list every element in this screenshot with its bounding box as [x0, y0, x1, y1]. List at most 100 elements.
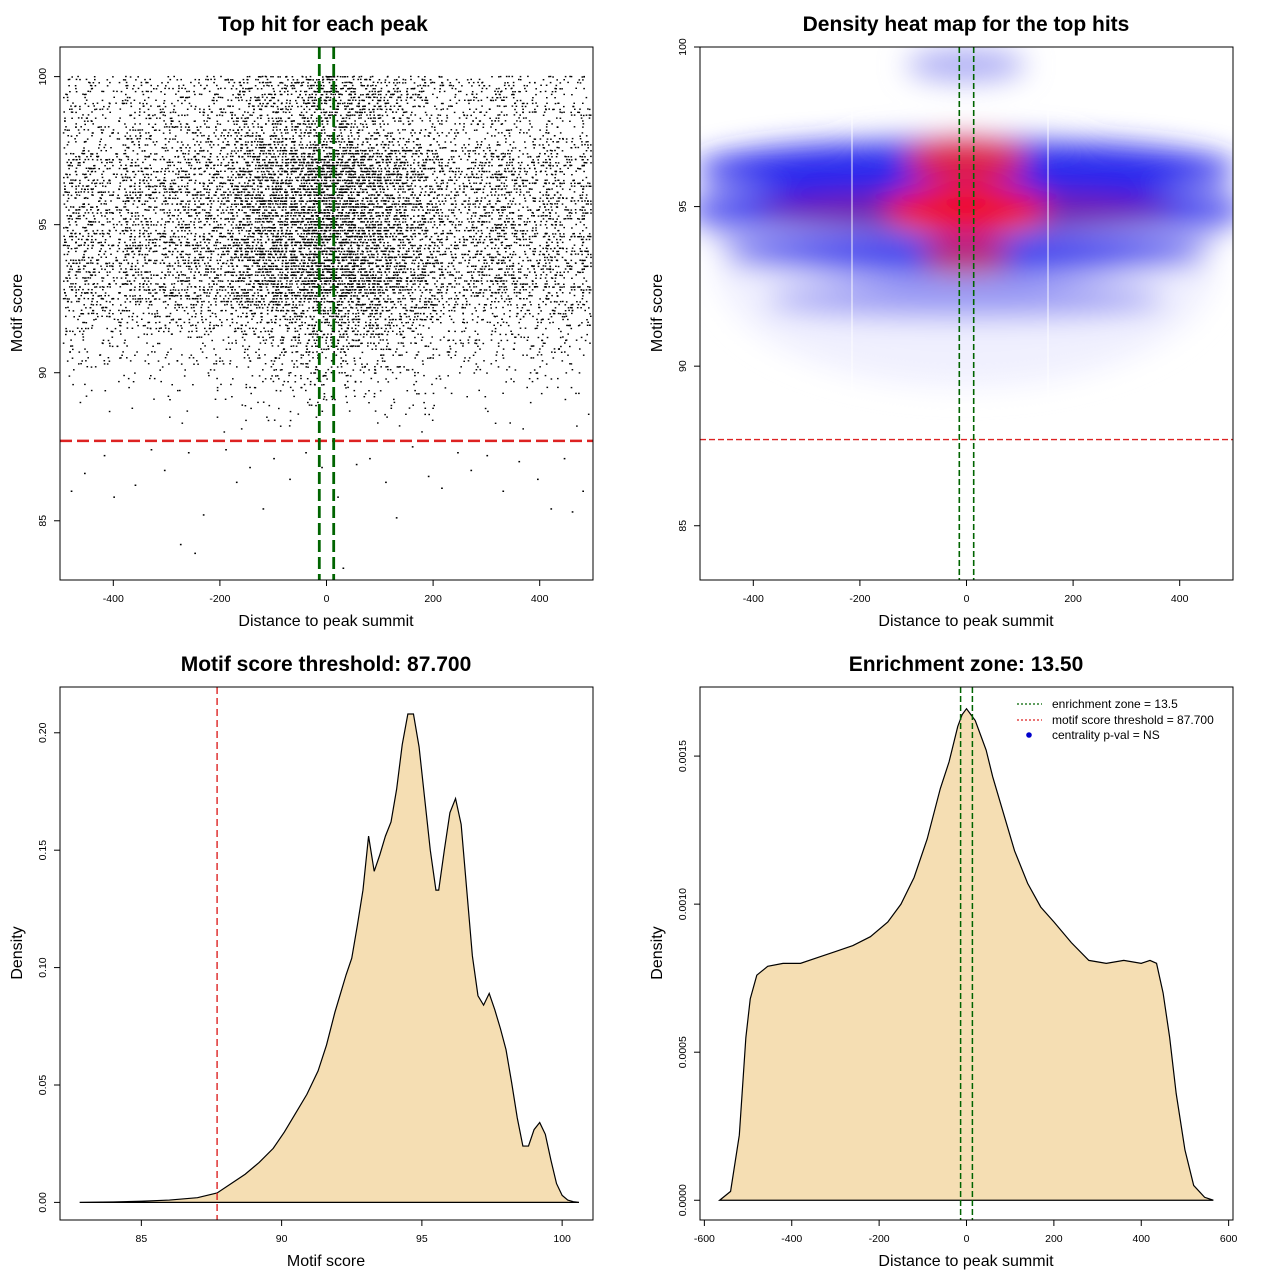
scatter-point	[389, 324, 391, 327]
scatter-point	[225, 271, 228, 273]
scatter-point	[367, 277, 370, 279]
scatter-point	[294, 315, 296, 318]
scatter-point	[321, 351, 324, 354]
scatter-point	[306, 363, 309, 365]
scatter-point	[336, 291, 339, 294]
scatter-point	[273, 419, 276, 421]
scatter-point	[113, 318, 116, 320]
scatter-point	[342, 336, 345, 338]
scatter-point	[411, 292, 414, 294]
scatter-point	[76, 247, 78, 249]
scatter-point	[129, 289, 131, 291]
scatter-point	[180, 363, 183, 365]
scatter-point	[412, 310, 414, 312]
scatter-point	[260, 253, 263, 256]
scatter-point	[293, 336, 295, 338]
scatter-point	[212, 250, 215, 253]
scatter-point	[474, 330, 477, 332]
scatter-point	[167, 330, 170, 333]
scatter-point	[208, 286, 211, 288]
scatter-point	[291, 307, 294, 309]
scatter-point	[227, 297, 230, 300]
scatter-point	[507, 295, 510, 297]
scatter-point	[386, 280, 389, 282]
scatter-point	[521, 307, 524, 309]
scatter-point	[240, 300, 243, 303]
scatter-point	[361, 253, 364, 255]
scatter-point	[299, 298, 302, 300]
scatter-point	[146, 262, 148, 265]
scatter-point	[480, 277, 483, 279]
scatter-point	[590, 265, 592, 268]
scatter-point	[228, 342, 230, 344]
scatter-point	[414, 283, 416, 285]
scatter-point	[429, 271, 432, 273]
scatter-point	[70, 248, 73, 250]
scatter-point	[426, 256, 429, 258]
scatter-point	[368, 262, 371, 265]
scatter-point	[421, 271, 424, 274]
scatter-point	[581, 322, 583, 324]
scatter-point	[417, 286, 420, 288]
scatter-point	[225, 309, 227, 312]
scatter-point	[377, 271, 379, 273]
scatter-point	[300, 312, 302, 315]
scatter-point	[359, 304, 362, 306]
scatter-point	[246, 348, 249, 351]
scatter-point	[360, 265, 362, 267]
scatter-point	[587, 253, 589, 256]
scatter-point	[394, 259, 397, 261]
scatter-point	[327, 280, 329, 282]
scatter-point	[120, 262, 123, 265]
scatter-point	[135, 301, 137, 303]
scatter-point	[181, 280, 183, 282]
scatter-point	[355, 307, 358, 309]
scatter-point	[108, 410, 111, 413]
scatter-point	[524, 283, 527, 285]
scatter-point	[85, 360, 87, 362]
scatter-point	[196, 298, 199, 300]
scatter-point	[288, 286, 290, 288]
scatter-point	[79, 268, 81, 270]
scatter-point	[104, 292, 107, 294]
scatter-point	[272, 280, 274, 282]
scatter-point	[333, 351, 335, 353]
scatter-point	[307, 342, 309, 344]
scatter-point	[277, 345, 280, 347]
scatter-point	[100, 256, 103, 258]
scatter-point	[454, 304, 456, 306]
scatter-point	[529, 248, 531, 250]
scatter-point	[304, 262, 306, 264]
scatter-point	[385, 306, 387, 309]
scatter-point	[570, 265, 573, 268]
scatter-point	[376, 304, 378, 306]
scatter-point	[429, 342, 432, 344]
scatter-point	[540, 274, 542, 276]
scatter-point	[328, 277, 330, 279]
scatter-point	[177, 289, 180, 291]
scatter-point	[376, 265, 378, 267]
scatter-point	[565, 247, 568, 250]
scatter-point	[153, 298, 156, 300]
scatter-point	[343, 259, 345, 262]
scatter-point	[350, 262, 352, 264]
scatter-point	[465, 280, 468, 282]
scatter-point	[311, 280, 313, 282]
scatter-point	[582, 259, 585, 262]
scatter-point	[221, 300, 223, 303]
scatter-point	[313, 315, 315, 318]
scatter-point	[323, 384, 325, 386]
scatter-point	[483, 268, 486, 270]
scatter-point	[432, 354, 435, 356]
scatter-point	[388, 348, 390, 350]
scatter-point	[165, 274, 167, 276]
scatter-point	[534, 248, 537, 250]
scatter-point	[565, 251, 568, 253]
scatter-point	[442, 274, 445, 276]
scatter-point	[197, 295, 200, 297]
scatter-point	[294, 259, 297, 261]
scatter-point	[413, 268, 415, 271]
scatter-point	[281, 351, 283, 354]
scatter-point	[142, 265, 144, 267]
scatter-point	[510, 298, 513, 300]
